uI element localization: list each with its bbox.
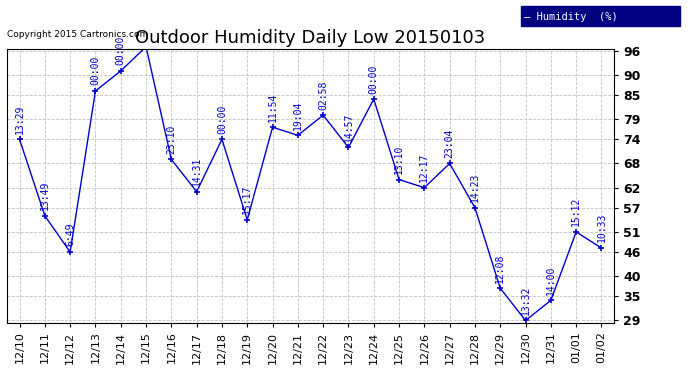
Title: Outdoor Humidity Daily Low 20150103: Outdoor Humidity Daily Low 20150103	[135, 29, 486, 47]
Text: — Humidity  (%): — Humidity (%)	[524, 12, 618, 22]
Text: 13:29: 13:29	[14, 104, 25, 134]
Text: Copyright 2015 Cartronics.com: Copyright 2015 Cartronics.com	[7, 30, 148, 39]
Text: 13:10: 13:10	[394, 145, 404, 174]
Text: 00:00: 00:00	[90, 56, 101, 86]
Text: 15:17: 15:17	[242, 185, 253, 214]
Text: 11:54: 11:54	[268, 92, 277, 122]
Text: 6:49: 6:49	[65, 223, 75, 246]
Text: 14:00: 14:00	[546, 266, 556, 295]
Text: 12:17: 12:17	[420, 153, 429, 182]
Text: 20:31: 20:31	[0, 374, 1, 375]
Text: 00:00: 00:00	[217, 104, 227, 134]
Text: 12:08: 12:08	[495, 254, 505, 283]
Text: 14:57: 14:57	[344, 112, 353, 142]
Text: 19:04: 19:04	[293, 100, 303, 130]
Text: 15:12: 15:12	[571, 197, 581, 226]
Text: 14:31: 14:31	[192, 157, 201, 186]
Text: 10:33: 10:33	[596, 213, 607, 243]
Text: 14:23: 14:23	[470, 173, 480, 202]
Text: 23:04: 23:04	[444, 129, 455, 158]
Text: 02:58: 02:58	[318, 80, 328, 110]
Text: 13:32: 13:32	[520, 285, 531, 315]
Text: 00:00: 00:00	[368, 64, 379, 93]
Text: 13:49: 13:49	[40, 181, 50, 210]
Text: 00:00: 00:00	[116, 36, 126, 65]
Text: 23:10: 23:10	[166, 124, 177, 154]
